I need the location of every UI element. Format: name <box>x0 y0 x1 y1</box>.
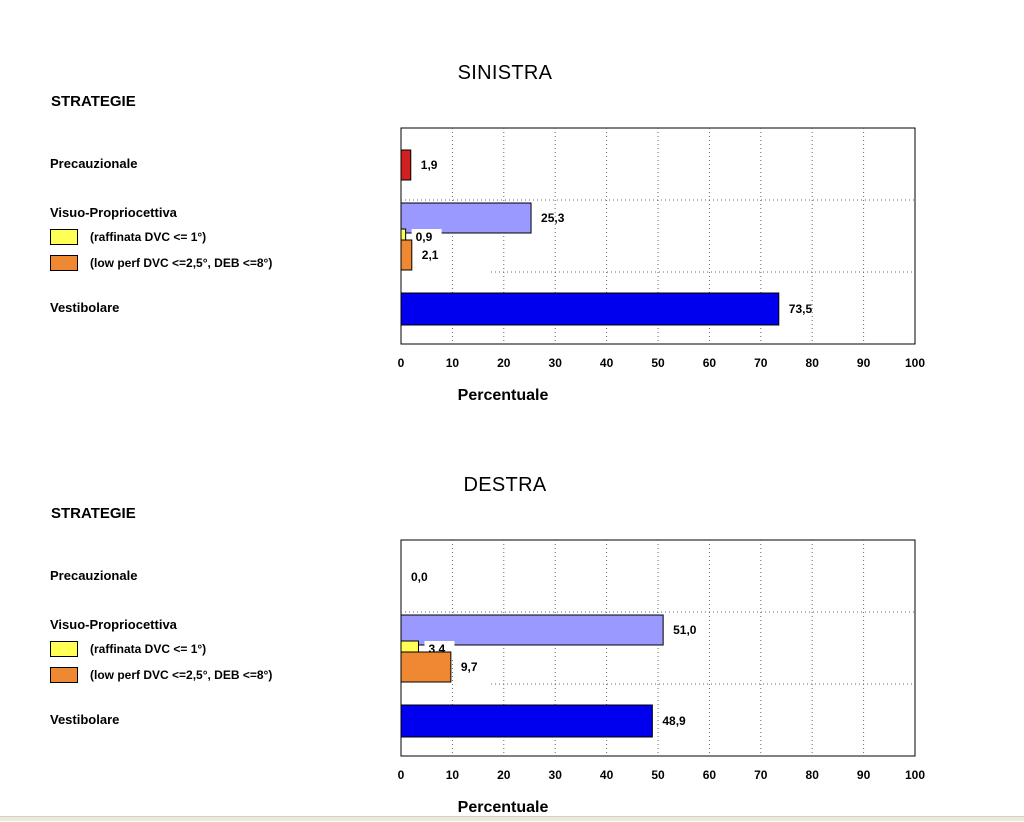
window-bottom-edge <box>0 816 1024 821</box>
legend-swatch-yellow <box>50 229 78 245</box>
x-tick-label: 20 <box>497 768 511 782</box>
bar <box>400 149 412 181</box>
bar <box>400 704 653 738</box>
x-tick-label: 20 <box>497 356 511 370</box>
x-tick-label: 80 <box>806 356 820 370</box>
x-tick-label: 100 <box>905 356 925 370</box>
x-tick-label: 90 <box>857 356 871 370</box>
x-tick-label: 50 <box>651 356 665 370</box>
x-tick-label: 30 <box>549 768 563 782</box>
chart-title: DESTRA <box>463 474 547 496</box>
x-tick-label: 10 <box>446 356 460 370</box>
x-tick-label: 40 <box>600 768 614 782</box>
data-label: 73,5 <box>789 302 813 316</box>
label-background <box>411 229 442 245</box>
data-label: 0,9 <box>416 230 433 244</box>
data-label: 9,7 <box>461 660 478 674</box>
x-tick-label: 0 <box>398 768 405 782</box>
x-tick-label: 70 <box>754 768 768 782</box>
data-label: 25,3 <box>541 211 565 225</box>
x-tick-label: 40 <box>600 356 614 370</box>
category-label-vestibolare: Vestibolare <box>50 712 120 727</box>
x-tick-label: 90 <box>857 768 871 782</box>
x-tick-label: 50 <box>651 768 665 782</box>
x-tick-label: 0 <box>398 356 405 370</box>
legend-label: (low perf DVC <=2,5°, DEB <=8°) <box>90 256 273 270</box>
data-label: 2,1 <box>422 248 439 262</box>
category-label-visuo-propriocettiva: Visuo-Propriocettiva <box>50 617 177 632</box>
category-label-vestibolare: Vestibolare <box>50 300 120 315</box>
category-label-visuo-propriocettiva: Visuo-Propriocettiva <box>50 205 177 220</box>
x-tick-label: 70 <box>754 356 768 370</box>
x-tick-label: 60 <box>703 356 717 370</box>
bar <box>400 651 452 683</box>
legend-swatch-yellow <box>50 641 78 657</box>
bar <box>400 292 780 326</box>
x-tick-label: 60 <box>703 768 717 782</box>
bar <box>400 239 413 271</box>
bar <box>400 202 532 234</box>
x-axis-label: Percentuale <box>457 799 549 816</box>
x-tick-label: 100 <box>905 768 925 782</box>
chart-panel-sinistra: SINISTRA STRATEGIE Precauzionale Visuo-P… <box>0 0 1024 410</box>
data-label: 48,9 <box>662 714 686 728</box>
data-label: 0,0 <box>411 570 428 584</box>
bar-chart-sinistra: 0 10 20 30 40 50 60 70 80 90 100 1,9 25,3 0,9 2,1 73,5 <box>398 127 925 370</box>
data-label: 1,9 <box>421 158 438 172</box>
x-tick-label: 30 <box>549 356 563 370</box>
legend-label: (low perf DVC <=2,5°, DEB <=8°) <box>90 668 273 682</box>
legend-label: (raffinata DVC <= 1°) <box>90 230 207 244</box>
bar <box>400 614 664 646</box>
legend-swatch-orange <box>50 255 78 271</box>
legend-swatch-orange <box>50 667 78 683</box>
chart-panel-destra: DESTRA STRATEGIE Precauzionale Visuo-Pro… <box>0 412 1024 822</box>
category-label-precauzionale: Precauzionale <box>50 568 138 583</box>
category-label-precauzionale: Precauzionale <box>50 156 138 171</box>
legend-title: STRATEGIE <box>51 93 136 110</box>
data-label: 51,0 <box>673 623 697 637</box>
x-axis-label: Percentuale <box>457 387 549 404</box>
x-tick-label: 10 <box>446 768 460 782</box>
legend-title: STRATEGIE <box>51 505 136 522</box>
x-tick-label: 80 <box>806 768 820 782</box>
legend-label: (raffinata DVC <= 1°) <box>90 642 207 656</box>
chart-title: SINISTRA <box>457 62 553 84</box>
